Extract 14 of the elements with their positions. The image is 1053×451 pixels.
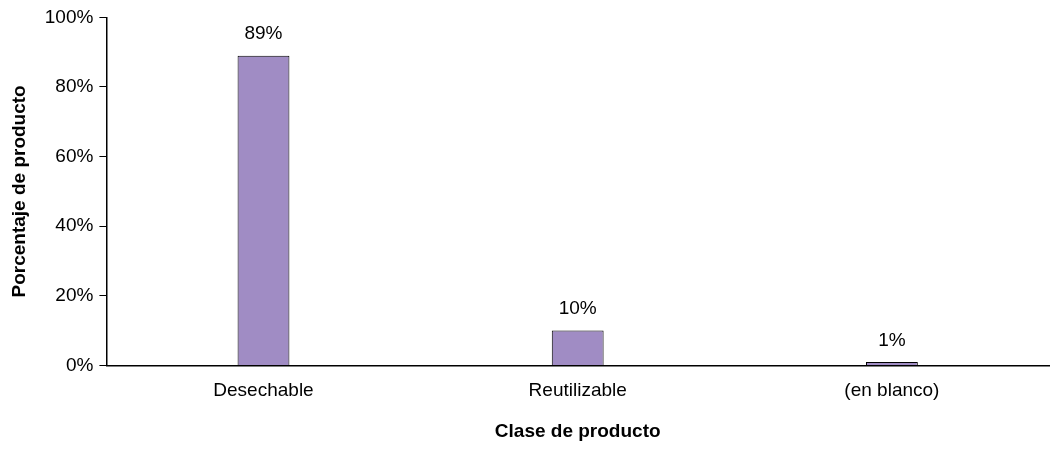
y-tick-label: 40% (55, 214, 94, 236)
y-tick-label: 0% (65, 353, 94, 375)
data-label: 10% (558, 297, 597, 319)
y-tick-label: 60% (55, 144, 94, 166)
x-tick-label: Desechable (213, 379, 314, 401)
y-tick-label: 80% (55, 75, 94, 97)
y-axis-title: Porcentaje de producto (7, 85, 29, 298)
x-axis-title: Clase de producto (494, 419, 661, 441)
y-tick-label: 20% (55, 284, 94, 306)
y-tick-label: 100% (44, 5, 94, 27)
x-tick-label: (en blanco) (844, 379, 940, 401)
x-tick-label: Reutilizable (528, 379, 627, 401)
data-label: 89% (244, 22, 283, 44)
data-label: 1% (878, 328, 906, 350)
